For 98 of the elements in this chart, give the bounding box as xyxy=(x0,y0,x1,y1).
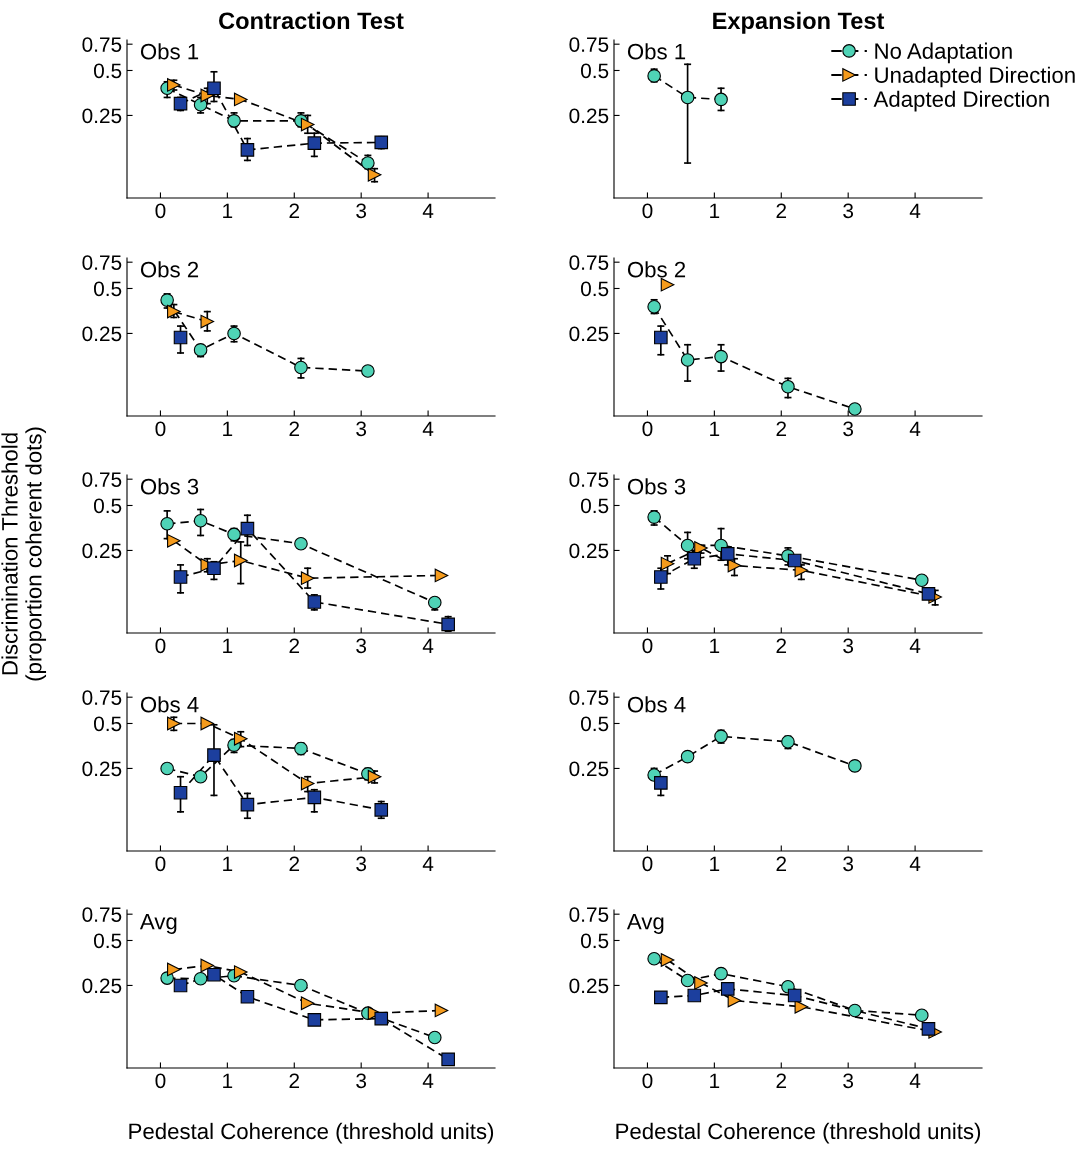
x-tick-label: 0 xyxy=(155,856,166,872)
y-tick-label: 0.75 xyxy=(82,472,122,487)
x-tick-label: 3 xyxy=(356,856,367,872)
y-tick-label: 0.25 xyxy=(82,326,122,342)
x-tick-label: 4 xyxy=(909,638,921,653)
x-tick-label: 2 xyxy=(776,1073,787,1088)
x-tick-label: 2 xyxy=(289,203,300,218)
x-tick-label: 1 xyxy=(710,1073,720,1088)
x-tick-label: 4 xyxy=(909,421,921,436)
annotation: Obs 3 xyxy=(627,478,686,495)
x-tick-label: 4 xyxy=(422,638,434,653)
x-tick-label: 3 xyxy=(843,421,854,437)
y-tick-label: 0.75 xyxy=(569,255,609,270)
legend-label: Unadapted Direction xyxy=(875,66,1075,88)
y-tick-label: 0.25 xyxy=(82,761,122,777)
x-tick-label: 1 xyxy=(223,856,233,871)
legend-label: No Adaptation xyxy=(875,42,1012,64)
y-tick-label: 0.5 xyxy=(580,63,609,79)
x-tick-label: 1 xyxy=(223,638,233,653)
y-tick-label: 0.75 xyxy=(82,255,122,270)
annotation: Obs 1 xyxy=(140,43,199,60)
y-tick-label: 0.75 xyxy=(569,690,609,705)
annotation: Avg xyxy=(139,913,177,934)
x-tick-label: 0 xyxy=(155,421,166,437)
x-tick-label: 0 xyxy=(155,1073,166,1089)
x-tick-label: 4 xyxy=(422,421,434,436)
x-tick-label: 3 xyxy=(843,203,854,219)
y-tick-label: 0.25 xyxy=(569,108,609,124)
x-tick-label: 3 xyxy=(843,638,854,654)
x-axis-title: Pedestal Coherence (threshold units) xyxy=(129,1122,494,1144)
y-tick-label: 0.75 xyxy=(82,37,122,52)
x-tick-label: 0 xyxy=(155,638,166,654)
x-tick-label: 1 xyxy=(710,203,720,218)
y-tick-label: 0.75 xyxy=(569,472,609,487)
y-tick-label: 0.75 xyxy=(569,37,609,52)
y-tick-label: 0.5 xyxy=(580,281,609,297)
x-tick-label: 2 xyxy=(289,1073,300,1088)
x-tick-label: 3 xyxy=(356,421,367,437)
x-tick-label: 3 xyxy=(356,1073,367,1089)
x-tick-label: 4 xyxy=(909,203,921,218)
y-tick-label: 0.5 xyxy=(580,498,609,514)
x-tick-label: 4 xyxy=(422,1073,434,1088)
y-tick-label: 0.5 xyxy=(93,498,122,514)
x-tick-label: 0 xyxy=(642,203,653,219)
y-axis-title: Discrimination Threshold (proportion coherent dots) xyxy=(1,427,47,681)
y-tick-label: 0.5 xyxy=(580,933,609,949)
x-tick-label: 2 xyxy=(776,856,787,871)
x-tick-label: 4 xyxy=(909,1073,921,1088)
y-tick-label: 0.75 xyxy=(82,690,122,705)
y-tick-label: 0.25 xyxy=(82,978,122,994)
annotation: Obs 4 xyxy=(140,696,199,713)
x-tick-label: 0 xyxy=(642,1073,653,1089)
x-tick-label: 0 xyxy=(642,421,653,437)
x-tick-label: 2 xyxy=(776,638,787,653)
x-tick-label: 1 xyxy=(223,421,233,436)
y-tick-label: 0.25 xyxy=(82,108,122,124)
y-tick-label: 0.25 xyxy=(569,543,609,559)
x-tick-label: 4 xyxy=(422,203,434,218)
annotation: Obs 4 xyxy=(627,696,686,713)
legend-label: Adapted Direction xyxy=(873,90,1049,112)
x-tick-label: 2 xyxy=(776,421,787,436)
y-tick-label: 0.5 xyxy=(580,716,609,732)
x-tick-label: 1 xyxy=(710,638,720,653)
x-tick-label: 0 xyxy=(642,856,653,872)
annotation: Avg xyxy=(626,913,664,934)
annotation: Obs 3 xyxy=(140,478,199,495)
x-tick-label: 2 xyxy=(289,421,300,436)
x-tick-label: 3 xyxy=(843,1073,854,1089)
x-tick-label: 1 xyxy=(710,856,720,871)
y-tick-label: 0.5 xyxy=(93,63,122,79)
x-tick-label: 4 xyxy=(422,856,434,871)
y-tick-label: 0.25 xyxy=(569,761,609,777)
x-tick-label: 1 xyxy=(223,203,233,218)
annotation: Obs 1 xyxy=(627,43,686,60)
chart-title: Expansion Test xyxy=(713,11,885,34)
y-tick-label: 0.5 xyxy=(93,716,122,732)
y-tick-label: 0.5 xyxy=(93,933,122,949)
x-tick-label: 2 xyxy=(289,856,300,871)
x-tick-label: 2 xyxy=(776,203,787,218)
x-tick-label: 0 xyxy=(642,638,653,654)
y-tick-label: 0.25 xyxy=(569,978,609,994)
y-tick-label: 0.25 xyxy=(82,543,122,559)
x-tick-label: 3 xyxy=(356,638,367,654)
x-tick-label: 0 xyxy=(155,203,166,219)
annotation: Obs 2 xyxy=(627,261,686,278)
y-tick-label: 0.75 xyxy=(82,907,122,922)
y-tick-label: 0.5 xyxy=(93,281,122,297)
x-tick-label: 2 xyxy=(289,638,300,653)
x-tick-label: 1 xyxy=(223,1073,233,1088)
chart-title: Contraction Test xyxy=(219,11,404,30)
x-axis-title: Pedestal Coherence (threshold units) xyxy=(616,1122,981,1144)
y-tick-label: 0.75 xyxy=(569,907,609,922)
x-tick-label: 3 xyxy=(356,203,367,219)
y-tick-label: 0.25 xyxy=(569,326,609,342)
x-tick-label: 4 xyxy=(909,856,921,871)
x-tick-label: 3 xyxy=(843,856,854,872)
annotation: Obs 2 xyxy=(140,261,199,278)
x-tick-label: 1 xyxy=(710,421,720,436)
